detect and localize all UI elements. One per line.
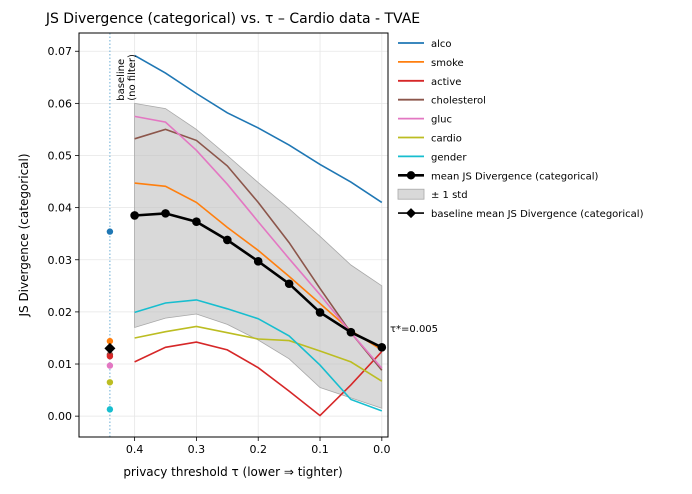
y-tick-label: 0.07 <box>48 45 73 58</box>
series-lines <box>134 54 383 417</box>
y-tick-label: 0.04 <box>48 202 73 215</box>
y-tick-label: 0.03 <box>48 254 73 267</box>
baseline-point-smoke <box>106 337 114 345</box>
y-axis-label: JS Divergence (categorical) <box>17 153 31 317</box>
legend: alco smoke active cholesterol gluc cardio gend… <box>397 39 644 220</box>
legend-label-gender: gender <box>431 152 467 163</box>
mean-point <box>377 343 387 352</box>
series-line-gluc <box>134 115 383 369</box>
baseline-point-active <box>106 353 114 360</box>
series-line-active <box>134 341 383 417</box>
series-line-alco <box>134 54 383 204</box>
mean-point <box>284 279 294 289</box>
baseline-annotation: baseline(no filter) <box>116 54 138 101</box>
baseline-point-gender <box>106 406 114 413</box>
baseline-point-alco <box>106 228 114 235</box>
x-axis-label: privacy threshold τ (lower ⇒ tighter) <box>123 465 342 479</box>
baseline-point-cardio <box>106 379 114 386</box>
y-tick-label: 0.02 <box>48 306 73 319</box>
std-band-area <box>134 102 383 409</box>
baseline-point-gluc <box>106 362 114 369</box>
plot-frame <box>78 32 389 438</box>
mean-line-group <box>130 209 387 352</box>
y-tick-label: 0.00 <box>48 410 73 423</box>
std-band <box>134 102 383 409</box>
legend-label-mean: mean JS Divergence (categorical) <box>431 171 599 182</box>
baseline-group: baseline(no filter) <box>104 33 138 437</box>
y-tick-label: 0.06 <box>48 97 73 110</box>
mean-point <box>223 235 232 245</box>
legend-label-baseline: baseline mean JS Divergence (categorical… <box>431 209 644 220</box>
legend-label-cardio: cardio <box>431 134 462 145</box>
mean-point <box>130 211 139 220</box>
legend-label-alco: alco <box>431 39 452 50</box>
series-line-cardio <box>134 325 383 382</box>
baseline-annotation-line: (no filter) <box>127 54 138 101</box>
mean-point <box>192 217 201 227</box>
x-tick-label: 0.0 <box>373 443 391 456</box>
legend-swatch-baseline-marker <box>406 208 416 219</box>
tau-star-label: τ*=0.005 <box>390 324 438 335</box>
x-tick-label: 0.2 <box>249 443 267 456</box>
legend-swatch-std <box>397 188 425 200</box>
mean-point <box>346 327 356 337</box>
mean-point <box>161 209 170 218</box>
mean-point <box>315 308 325 317</box>
legend-label-smoke: smoke <box>431 58 464 69</box>
x-tick-label: 0.4 <box>126 443 144 456</box>
legend-label-active: active <box>431 77 461 88</box>
series-line-cholesterol <box>134 128 383 371</box>
y-axis-ticks: 0.00 0.01 0.02 0.03 0.04 0.05 0.06 0.07 <box>48 45 79 423</box>
baseline-mean-marker <box>104 342 116 354</box>
x-tick-label: 0.3 <box>188 443 206 456</box>
legend-label-gluc: gluc <box>431 115 452 126</box>
mean-point <box>253 257 263 266</box>
series-line-gender <box>134 299 383 412</box>
legend-label-std: ± 1 std <box>431 190 468 201</box>
series-line-smoke <box>134 182 383 351</box>
x-tick-label: 0.1 <box>311 443 329 456</box>
baseline-annotation-line: baseline <box>116 59 127 101</box>
y-tick-label: 0.05 <box>48 150 73 163</box>
legend-label-cholesterol: cholesterol <box>431 96 486 107</box>
legend-swatch-mean-marker <box>406 171 416 180</box>
x-axis-ticks: 0.4 0.3 0.2 0.1 0.0 <box>126 437 391 456</box>
y-tick-label: 0.01 <box>48 358 73 371</box>
chart-title: JS Divergence (categorical) vs. τ – Card… <box>45 11 420 27</box>
